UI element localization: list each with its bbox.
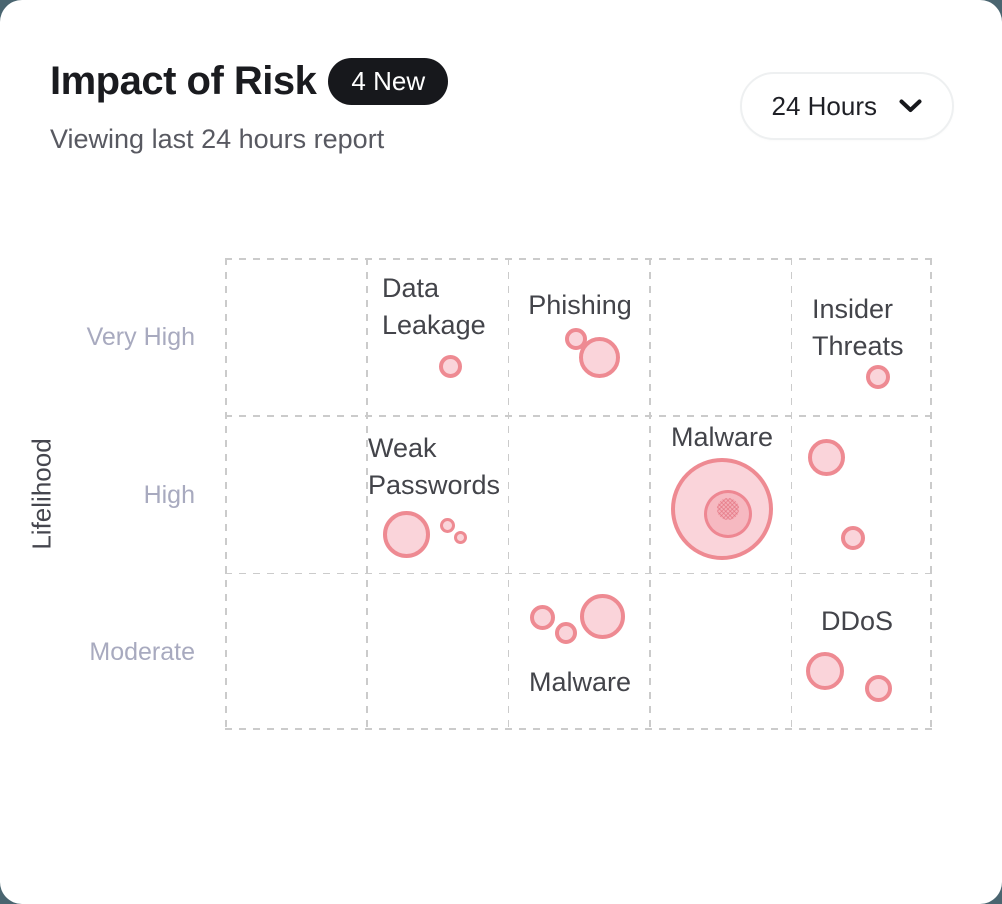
risk-bubble[interactable] [565, 328, 587, 350]
cell-label: Weak Passwords [368, 433, 501, 500]
risk-bubble[interactable] [841, 526, 865, 550]
risk-bubble[interactable] [806, 652, 844, 690]
grid-line [790, 258, 793, 730]
risk-bubble[interactable] [579, 593, 625, 639]
risk-bubble[interactable] [555, 622, 577, 644]
grid-line [225, 728, 932, 730]
cell-label: Phishing [528, 290, 632, 320]
period-dropdown-value: 24 Hours [771, 90, 878, 121]
grid-line [507, 258, 510, 730]
risk-bubble[interactable] [439, 517, 455, 533]
cell-label: DDoS [820, 606, 894, 636]
risk-bubble[interactable] [717, 498, 739, 520]
risk-bubble[interactable] [807, 438, 845, 476]
grid-line [225, 415, 932, 417]
risk-bubble[interactable] [453, 530, 467, 544]
risk-bubble[interactable] [382, 510, 430, 558]
period-dropdown[interactable]: 24 Hours [739, 72, 954, 140]
new-items-badge: 4 New [328, 58, 449, 105]
subtitle: Viewing last 24 hours report [50, 124, 385, 154]
grid-line [225, 572, 932, 575]
row-label-high: High [143, 481, 195, 509]
grid-line [366, 258, 368, 730]
row-label-moderate: Moderate [89, 638, 195, 666]
page-title: Impact of Risk [50, 59, 317, 103]
risk-bubble[interactable] [438, 354, 462, 378]
cell-label: Data Leakage [382, 273, 486, 340]
grid-line [649, 258, 651, 730]
risk-bubble[interactable] [529, 604, 555, 630]
header: Impact of Risk 4 New [50, 58, 449, 105]
grid-line [225, 258, 932, 260]
cell-label: Malware [670, 422, 774, 452]
risk-bubble[interactable] [864, 674, 892, 702]
risk-bubble[interactable] [578, 336, 620, 378]
grid-line [930, 258, 932, 730]
y-axis-label: Lifelihood [26, 438, 57, 550]
row-label-very-high: Very High [86, 323, 195, 351]
grid-line [225, 258, 227, 730]
risk-matrix-grid: Data Leakage Phishing Insider Threats Weak … [225, 258, 932, 730]
cell-label: Malware [528, 667, 632, 697]
chevron-down-icon [899, 99, 922, 112]
risk-bubble[interactable] [866, 365, 890, 389]
cell-label: Insider Threats [812, 294, 904, 361]
